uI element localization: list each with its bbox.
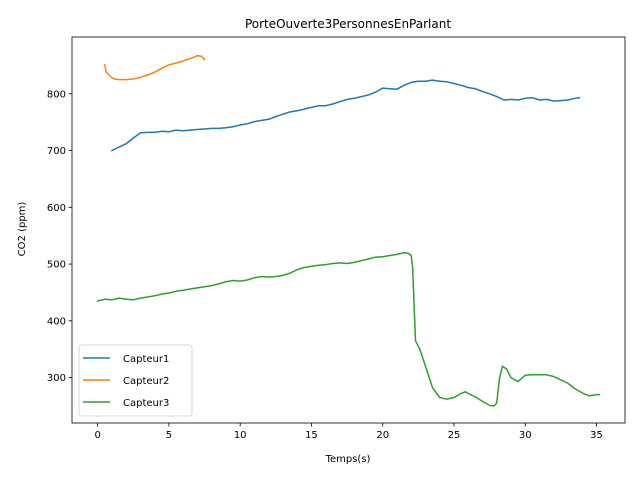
legend-label-capteur2: Capteur2 <box>123 376 169 387</box>
y-tick-label: 600 <box>47 203 66 214</box>
x-axis-label: Temps(s) <box>325 454 371 465</box>
y-tick-label: 400 <box>47 316 66 327</box>
x-tick-label: 10 <box>234 430 247 441</box>
legend-box <box>78 344 193 417</box>
y-tick-label: 500 <box>47 260 66 271</box>
x-tick-label: 20 <box>376 430 389 441</box>
series-line-capteur2 <box>103 54 206 81</box>
x-tick-label: 15 <box>305 430 318 441</box>
x-tick-label: 35 <box>590 430 603 441</box>
series-line-capteur3 <box>96 251 601 407</box>
chart-title: PorteOuverte3PersonnesEnParlant <box>245 17 451 31</box>
axes-frame <box>71 36 626 424</box>
legend-label-capteur1: Capteur1 <box>123 354 169 365</box>
x-tick-label: 25 <box>448 430 461 441</box>
y-tick-label: 800 <box>47 89 66 100</box>
plot-area <box>96 54 601 407</box>
x-tick-label: 30 <box>519 430 532 441</box>
x-tick-label: 5 <box>166 430 172 441</box>
legend-label-capteur3: Capteur3 <box>123 398 169 409</box>
x-tick-label: 0 <box>94 430 100 441</box>
series-line-capteur1 <box>110 79 581 152</box>
y-tick-label: 300 <box>47 373 66 384</box>
y-tick-label: 700 <box>47 146 66 157</box>
axes: 0 5 10 15 20 25 30 35 300 400 500 600 700 800 <box>47 36 626 441</box>
legend: Capteur1 Capteur2 Capteur3 <box>78 344 193 417</box>
y-axis-label: CO2 (ppm) <box>17 202 28 257</box>
